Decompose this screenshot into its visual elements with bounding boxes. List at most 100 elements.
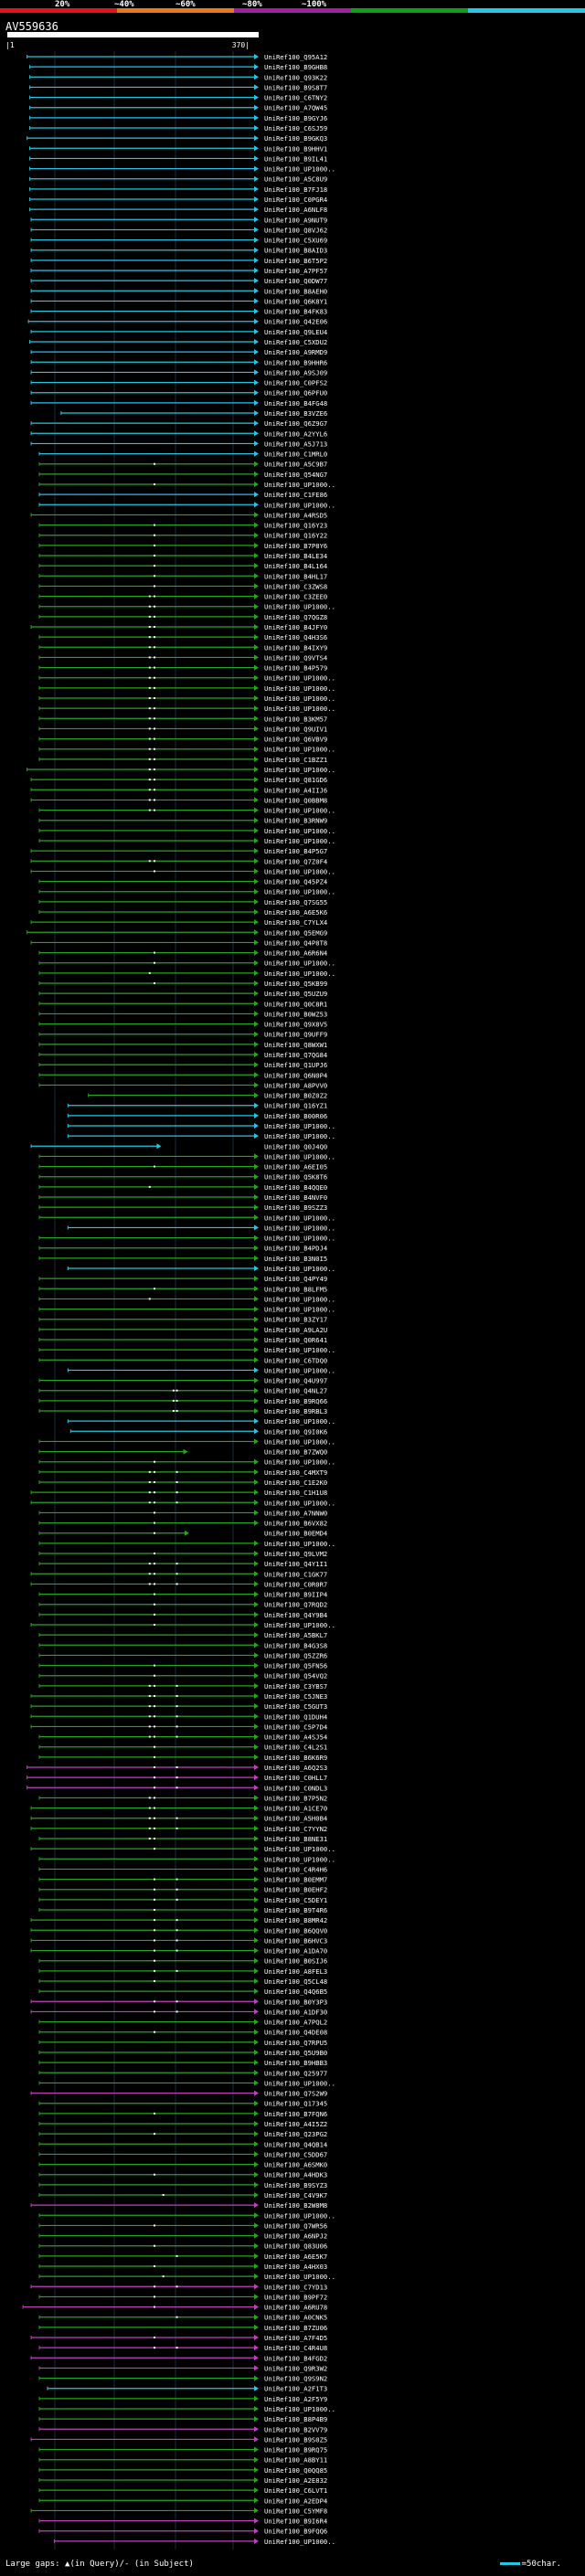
- hit-label[interactable]: UniRef100_Q0QQ85: [264, 2466, 327, 2475]
- hit-label[interactable]: UniRef100_Q16Y22: [264, 532, 327, 540]
- hit-label[interactable]: UniRef100_B9GKQ3: [264, 134, 327, 143]
- hit-label[interactable]: UniRef100_A2EDP4: [264, 2496, 327, 2505]
- hit-label[interactable]: UniRef100_B4P579: [264, 664, 327, 673]
- hit-label[interactable]: UniRef100_B9S8T7: [264, 83, 327, 91]
- hit-label[interactable]: UniRef100_B4FG48: [264, 399, 327, 408]
- hit-label[interactable]: UniRef100_C5YMF8: [264, 2507, 327, 2515]
- hit-label[interactable]: UniRef100_Q7Z0F4: [264, 857, 327, 865]
- hit-label[interactable]: UniRef100_A9NUT9: [264, 216, 327, 224]
- hit-label[interactable]: UniRef100_Q5KB99: [264, 980, 327, 988]
- hit-label[interactable]: UniRef100_Q4DE08: [264, 2029, 327, 2037]
- hit-label[interactable]: UniRef100_A6R6N4: [264, 949, 327, 958]
- hit-label[interactable]: UniRef100_A1CE70: [264, 1805, 327, 1813]
- hit-label[interactable]: UniRef100_C3ZWS8: [264, 582, 327, 590]
- hit-label[interactable]: UniRef100_UP1000..: [264, 165, 335, 174]
- hit-label[interactable]: UniRef100_A5C8U9: [264, 175, 327, 184]
- hit-label[interactable]: UniRef100_Q4U997: [264, 1377, 327, 1385]
- hit-label[interactable]: UniRef100_B7P8Y6: [264, 542, 327, 550]
- hit-label[interactable]: UniRef100_B8LFM5: [264, 1285, 327, 1293]
- hit-label[interactable]: UniRef100_Q7QG84: [264, 1051, 327, 1059]
- hit-label[interactable]: UniRef100_C3ZEE0: [264, 593, 327, 601]
- hit-label[interactable]: UniRef100_Q95A12: [264, 53, 327, 61]
- hit-label[interactable]: UniRef100_B6QQV0: [264, 1926, 327, 1935]
- hit-label[interactable]: UniRef100_B9T4R6: [264, 1906, 327, 1914]
- hit-label[interactable]: UniRef100_UP1000..: [264, 694, 335, 703]
- hit-label[interactable]: UniRef100_UP1000..: [264, 1437, 335, 1446]
- hit-label[interactable]: UniRef100_Q16YZ1: [264, 1102, 327, 1110]
- hit-label[interactable]: UniRef100_UP1000..: [264, 481, 335, 489]
- hit-label[interactable]: UniRef100_B0EMD4: [264, 1530, 327, 1538]
- hit-label[interactable]: UniRef100_Q6N0P4: [264, 1071, 327, 1079]
- hit-label[interactable]: UniRef100_A5H0B4: [264, 1815, 327, 1823]
- hit-label[interactable]: UniRef100_Q9VTS4: [264, 653, 327, 662]
- hit-label[interactable]: UniRef100_Q4H3S6: [264, 633, 327, 641]
- hit-label[interactable]: UniRef100_C4MXT9: [264, 1468, 327, 1477]
- hit-label[interactable]: UniRef100_Q4NL27: [264, 1387, 327, 1395]
- hit-label[interactable]: UniRef100_Q4QB14: [264, 2140, 327, 2148]
- hit-label[interactable]: UniRef100_UP1000..: [264, 2211, 335, 2220]
- hit-label[interactable]: UniRef100_C1GK77: [264, 1570, 327, 1578]
- hit-label[interactable]: UniRef100_A4HDK3: [264, 2171, 327, 2179]
- hit-label[interactable]: UniRef100_A5BKL7: [264, 1631, 327, 1639]
- hit-label[interactable]: UniRef100_A2E832: [264, 2476, 327, 2485]
- hit-label[interactable]: UniRef100_B4G3S8: [264, 1641, 327, 1649]
- hit-label[interactable]: UniRef100_UP1000..: [264, 1366, 335, 1374]
- hit-label[interactable]: UniRef100_C4R4U8: [264, 2344, 327, 2352]
- hit-label[interactable]: UniRef100_UP1000..: [264, 766, 335, 774]
- hit-label[interactable]: UniRef100_UP1000..: [264, 1540, 335, 1548]
- hit-label[interactable]: UniRef100_Q7RPU5: [264, 2039, 327, 2047]
- hit-label[interactable]: UniRef100_Q16Y23: [264, 522, 327, 530]
- hit-label[interactable]: UniRef100_UP1000..: [264, 705, 335, 713]
- hit-label[interactable]: UniRef100_C5GUT3: [264, 1702, 327, 1711]
- hit-label[interactable]: UniRef100_UP1000..: [264, 603, 335, 611]
- hit-label[interactable]: UniRef100_A2F1T3: [264, 2385, 327, 2393]
- hit-label[interactable]: UniRef100_B4IXY9: [264, 643, 327, 652]
- hit-label[interactable]: UniRef100_B8AID3: [264, 247, 327, 255]
- hit-label[interactable]: UniRef100_Q6PFU0: [264, 389, 327, 398]
- hit-label[interactable]: UniRef100_C4L2S1: [264, 1744, 327, 1752]
- hit-label[interactable]: UniRef100_C1MRL0: [264, 451, 327, 459]
- hit-label[interactable]: UniRef100_Q1UPJ6: [264, 1061, 327, 1069]
- hit-label[interactable]: UniRef100_Q4PY49: [264, 1275, 327, 1283]
- hit-label[interactable]: UniRef100_C1BZZ1: [264, 756, 327, 764]
- hit-label[interactable]: UniRef100_Q4Y1I1: [264, 1560, 327, 1568]
- hit-label[interactable]: UniRef100_A9SJ09: [264, 368, 327, 376]
- hit-label[interactable]: UniRef100_B0EMM7: [264, 1876, 327, 1884]
- hit-label[interactable]: UniRef100_C0PFS2: [264, 379, 327, 387]
- hit-label[interactable]: UniRef100_B9PF72: [264, 2293, 327, 2301]
- hit-label[interactable]: UniRef100_Q7SG55: [264, 898, 327, 906]
- hit-label[interactable]: UniRef100_UP1000..: [264, 1417, 335, 1426]
- hit-label[interactable]: UniRef100_A6E5K6: [264, 908, 327, 917]
- hit-label[interactable]: UniRef100_A8PVV0: [264, 1081, 327, 1089]
- hit-label[interactable]: UniRef100_C5JNE3: [264, 1692, 327, 1701]
- hit-label[interactable]: UniRef100_UP1000..: [264, 1458, 335, 1467]
- hit-label[interactable]: UniRef100_A4IIJ6: [264, 786, 327, 794]
- hit-label[interactable]: UniRef100_Q4Y9B4: [264, 1611, 327, 1619]
- hit-label[interactable]: UniRef100_A6E5K7: [264, 2253, 327, 2261]
- hit-label[interactable]: UniRef100_A1DF30: [264, 2008, 327, 2016]
- hit-label[interactable]: UniRef100_C0PGR4: [264, 196, 327, 204]
- hit-label[interactable]: UniRef100_UP1000..: [264, 2538, 335, 2546]
- hit-label[interactable]: UniRef100_UP1000..: [264, 1306, 335, 1314]
- hit-label[interactable]: UniRef100_B9RQ66: [264, 1397, 327, 1405]
- hit-label[interactable]: UniRef100_B6T5P2: [264, 257, 327, 265]
- hit-label[interactable]: UniRef100_B3N0I5: [264, 1255, 327, 1263]
- hit-label[interactable]: UniRef100_B9IIP4: [264, 1591, 327, 1599]
- hit-label[interactable]: UniRef100_C1H1U8: [264, 1489, 327, 1497]
- hit-label[interactable]: UniRef100_B4HL17: [264, 572, 327, 580]
- hit-label[interactable]: UniRef100_UP1000..: [264, 1265, 335, 1273]
- hit-label[interactable]: UniRef100_Q81GD6: [264, 776, 327, 784]
- hit-label[interactable]: UniRef100_Q0J4Q0: [264, 1142, 327, 1150]
- hit-label[interactable]: UniRef100_Q17345: [264, 2100, 327, 2108]
- hit-label[interactable]: UniRef100_UP1000..: [264, 1621, 335, 1629]
- hit-label[interactable]: UniRef100_A1DA70: [264, 1947, 327, 1956]
- hit-label[interactable]: UniRef100_UP1000..: [264, 674, 335, 683]
- hit-label[interactable]: UniRef100_Q42E06: [264, 318, 327, 326]
- hit-label[interactable]: UniRef100_B4LE34: [264, 552, 327, 560]
- hit-label[interactable]: UniRef100_Q4Q6B5: [264, 1988, 327, 1996]
- hit-label[interactable]: UniRef100_B6HVC3: [264, 1936, 327, 1945]
- hit-label[interactable]: UniRef100_UP1000..: [264, 1295, 335, 1303]
- hit-label[interactable]: UniRef100_B7P5N2: [264, 1794, 327, 1802]
- hit-label[interactable]: UniRef100_UP1000..: [264, 1214, 335, 1222]
- hit-label[interactable]: UniRef100_Q7QGZ8: [264, 613, 327, 621]
